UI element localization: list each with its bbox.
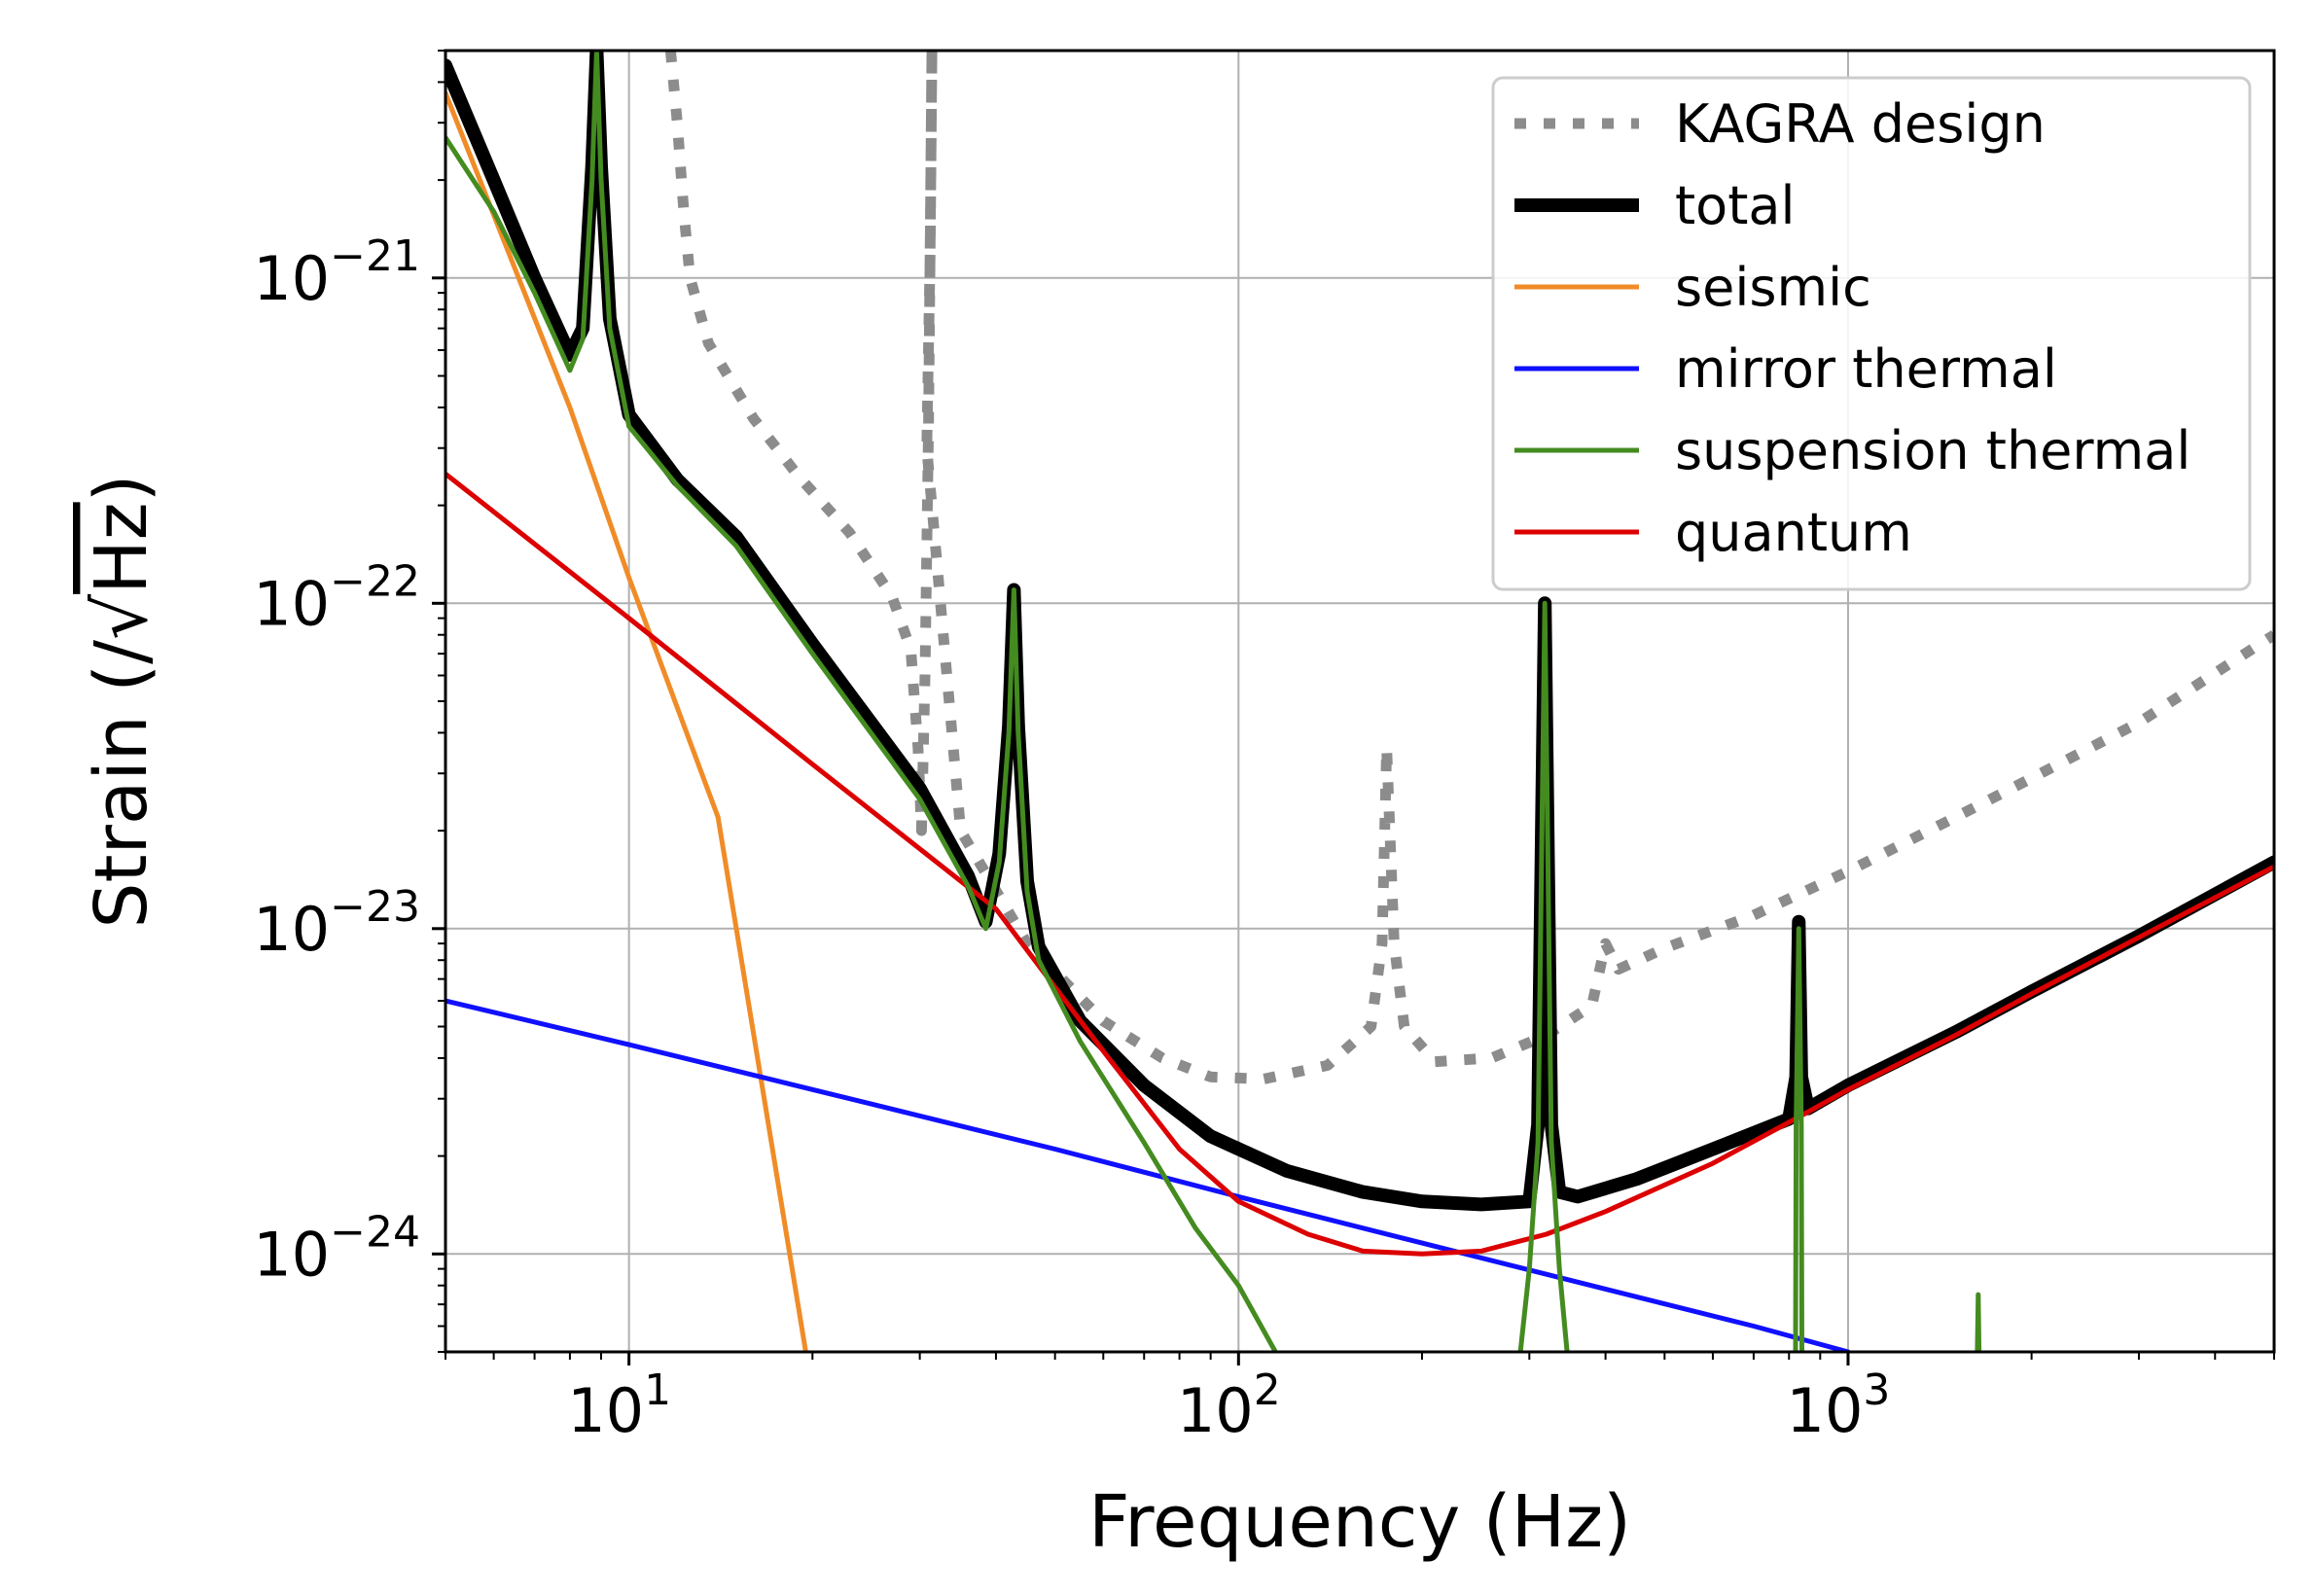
y-tick-base: 10 [253,894,330,965]
series-quantum [445,471,2274,1257]
series-suspension-thermal-violin-2 [1793,926,1804,1352]
plot-frame [444,49,2276,1354]
series-layer [445,51,2274,1352]
x-tick-base: 10 [567,1375,644,1446]
y-tick-exponent: −24 [330,1207,420,1257]
x-tick-base: 10 [1177,1375,1254,1446]
y-tick-base: 10 [253,243,330,314]
y-tick-exponent: −23 [330,882,420,932]
y-axis-title: Strain (/√Hz) [80,474,163,928]
legend-box [1491,76,2252,591]
legend-label: total [1675,175,1795,236]
series-suspension-thermal-violin-3 [1975,1292,1982,1352]
y-tick-base: 10 [253,1219,330,1290]
y-axis-title-unit: Hz [80,502,163,594]
series-suspension-thermal [445,51,1278,1352]
legend-label: quantum [1675,502,1912,563]
y-tick-base: 10 [253,568,330,639]
y-axis-title-prefix: Strain (/ [80,640,163,929]
y-tick-label: 10−23 [253,882,420,965]
y-tick-label: 10−24 [253,1207,420,1290]
x-axis-title: Frequency (Hz) [1088,1480,1631,1564]
y-tick-label: 10−22 [253,556,420,639]
sqrt-symbol: √ [80,593,163,640]
y-tick-exponent: −22 [330,556,420,606]
x-tick-exponent: 3 [1863,1365,1890,1415]
x-axis-ticks: 101 102 103 [567,1352,1890,1446]
legend-label: seismic [1675,257,1871,318]
legend-label: KAGRA design [1675,93,2046,155]
legend-label: suspension thermal [1675,420,2190,481]
legend: KAGRA design total seismic mirror thermal su… [1491,76,2252,591]
legend-label: mirror thermal [1675,338,2057,400]
series-seismic [445,90,808,1352]
svg-text:Strain (/√Hz): Strain (/√Hz) [80,474,163,928]
x-tick-exponent: 2 [1254,1365,1281,1415]
x-tick-label: 102 [1177,1365,1281,1446]
x-tick-label: 101 [567,1365,671,1446]
x-tick-base: 10 [1787,1375,1864,1446]
x-tick-exponent: 1 [644,1365,671,1415]
y-axis-title-suffix: ) [80,474,163,502]
y-tick-exponent: −21 [330,231,420,281]
series-suspension-thermal-violin-1 [1517,600,1570,1352]
y-tick-label: 10−21 [253,231,420,314]
x-tick-label: 103 [1787,1365,1891,1446]
series-kagra-design [664,51,938,836]
series-mirror-thermal [445,998,1851,1352]
